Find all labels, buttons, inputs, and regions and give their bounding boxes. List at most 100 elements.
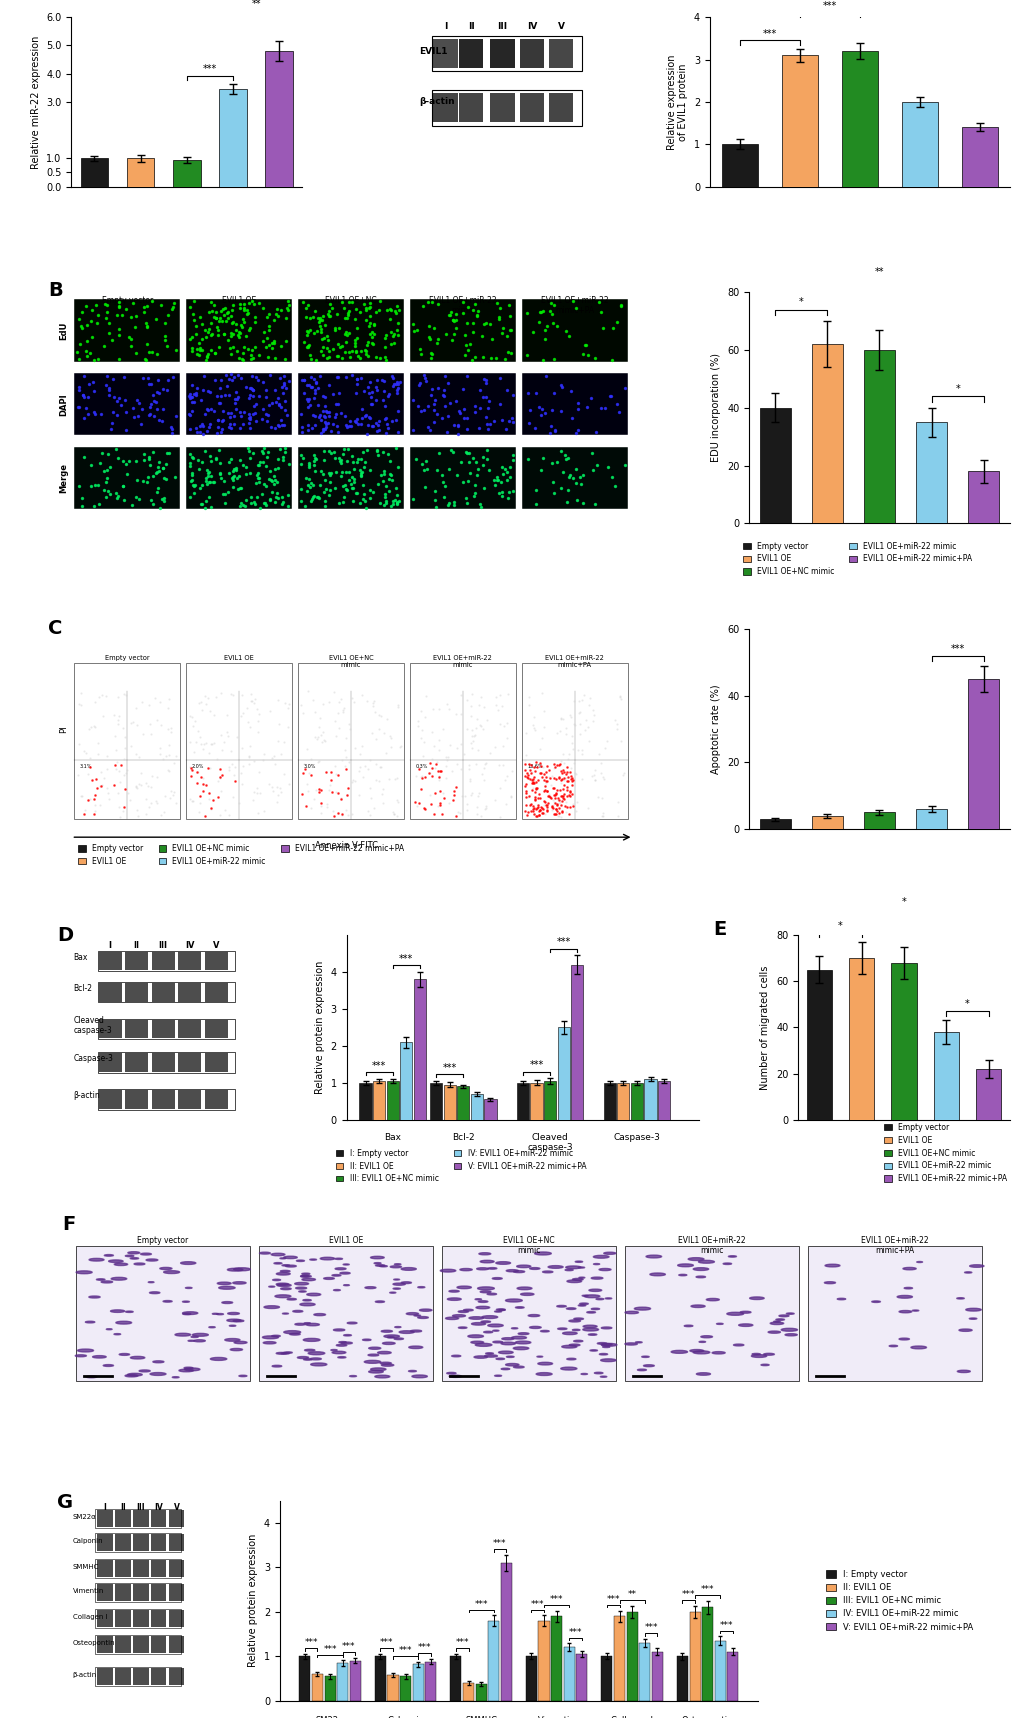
Point bbox=[259, 304, 275, 332]
Point bbox=[187, 381, 204, 409]
Bar bbox=[475, 1684, 486, 1701]
Bar bbox=[99, 983, 121, 1002]
Point bbox=[561, 782, 578, 809]
Point bbox=[86, 399, 102, 426]
Point bbox=[570, 395, 586, 423]
Point bbox=[166, 290, 182, 318]
Bar bbox=[219, 89, 247, 187]
Point bbox=[574, 765, 590, 792]
Point bbox=[355, 454, 371, 481]
Circle shape bbox=[210, 1357, 226, 1361]
Point bbox=[564, 790, 580, 818]
Bar bbox=[97, 1584, 112, 1601]
Point bbox=[380, 380, 396, 407]
Point bbox=[449, 411, 466, 438]
Point bbox=[210, 412, 226, 440]
Point bbox=[469, 297, 485, 325]
Point bbox=[296, 380, 312, 407]
Point bbox=[498, 321, 515, 349]
Point bbox=[441, 390, 458, 417]
Point bbox=[227, 390, 244, 417]
Point bbox=[425, 390, 441, 417]
Point bbox=[344, 766, 361, 794]
Point bbox=[348, 366, 365, 393]
Point bbox=[262, 466, 278, 493]
Point bbox=[524, 758, 540, 785]
Point bbox=[375, 378, 391, 405]
Text: ***: *** bbox=[529, 1060, 543, 1070]
Point bbox=[572, 471, 588, 498]
Point bbox=[203, 462, 219, 490]
Point bbox=[118, 450, 135, 478]
Point bbox=[185, 479, 202, 507]
Point bbox=[548, 448, 565, 476]
Point bbox=[269, 773, 285, 801]
Point bbox=[321, 467, 337, 495]
Point bbox=[239, 297, 256, 325]
Point bbox=[216, 490, 232, 517]
Point bbox=[362, 746, 378, 773]
Point bbox=[229, 723, 246, 751]
Point bbox=[347, 479, 364, 507]
Point bbox=[276, 388, 292, 416]
Point bbox=[557, 445, 574, 472]
Point bbox=[87, 713, 103, 740]
Point bbox=[278, 402, 294, 430]
Point bbox=[487, 692, 503, 720]
Point bbox=[447, 388, 464, 416]
Point bbox=[314, 302, 330, 330]
Point bbox=[459, 490, 475, 517]
Point bbox=[544, 450, 560, 478]
Point bbox=[213, 761, 229, 789]
Point bbox=[150, 474, 166, 502]
Point bbox=[538, 313, 554, 340]
Text: EVIL1 OE+miR-22
mimic: EVIL1 OE+miR-22 mimic bbox=[433, 655, 492, 668]
Point bbox=[560, 464, 577, 491]
Point bbox=[195, 765, 211, 792]
Point bbox=[348, 366, 365, 393]
Point bbox=[527, 778, 543, 806]
Circle shape bbox=[103, 1364, 113, 1366]
Point bbox=[474, 344, 490, 371]
Circle shape bbox=[603, 1252, 615, 1254]
Point bbox=[195, 376, 211, 404]
Point bbox=[322, 438, 338, 466]
Point bbox=[346, 332, 363, 359]
Point bbox=[518, 792, 534, 819]
Point bbox=[228, 385, 245, 412]
Point bbox=[585, 455, 601, 483]
Point bbox=[304, 486, 320, 514]
Point bbox=[326, 404, 342, 431]
Point bbox=[110, 778, 126, 806]
Bar bbox=[463, 1684, 474, 1701]
Point bbox=[144, 763, 160, 790]
Point bbox=[489, 464, 505, 491]
Point bbox=[373, 780, 389, 807]
Circle shape bbox=[562, 1331, 577, 1335]
Point bbox=[338, 411, 355, 438]
Point bbox=[437, 320, 453, 347]
Point bbox=[122, 325, 139, 352]
Point bbox=[517, 756, 533, 783]
Point bbox=[316, 325, 332, 352]
Point bbox=[259, 325, 275, 352]
Point bbox=[255, 326, 271, 354]
Point bbox=[271, 412, 287, 440]
Point bbox=[384, 799, 400, 826]
Point bbox=[459, 440, 475, 467]
Text: *: * bbox=[838, 921, 842, 931]
Point bbox=[212, 754, 228, 782]
Point bbox=[168, 790, 184, 818]
Point bbox=[444, 787, 461, 814]
Point bbox=[138, 801, 154, 828]
Bar bbox=[425, 1661, 436, 1701]
Point bbox=[567, 797, 583, 825]
Bar bbox=[151, 1610, 166, 1627]
Text: I: I bbox=[103, 1503, 106, 1512]
Point bbox=[223, 302, 239, 330]
Point bbox=[554, 775, 571, 802]
Point bbox=[375, 467, 391, 495]
Point bbox=[70, 730, 87, 758]
Point bbox=[182, 763, 199, 790]
Point bbox=[465, 318, 481, 345]
